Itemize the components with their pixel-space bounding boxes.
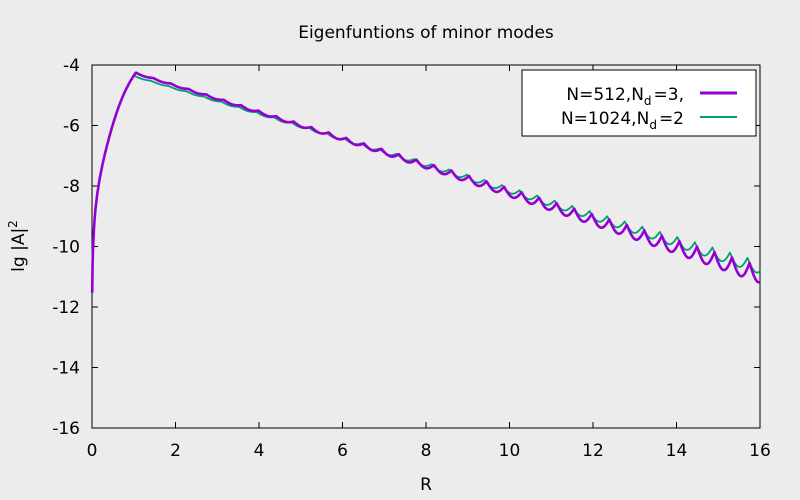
y-axis-label: lg |A|2 — [6, 220, 29, 272]
x-tick-label-4: 8 — [421, 441, 432, 461]
y-tick-label-6: -4 — [63, 56, 80, 76]
x-tick-label-1: 2 — [170, 441, 181, 461]
legend-entry-0-part-a: N=512,N — [566, 85, 644, 105]
x-tick-label-8: 16 — [749, 441, 771, 461]
x-tick-label-0: 0 — [87, 441, 98, 461]
axis-ticks — [91, 64, 761, 429]
axis-tick-labels: 0 2 4 6 8 10 12 14 16 -16 -14 -12 -10 -8 -6 -4 — [52, 56, 771, 461]
legend: N=512,Nd =3, N=1024,Nd =2 — [521, 69, 757, 137]
series-line-1 — [91, 74, 761, 293]
x-tick-label-5: 10 — [499, 441, 521, 461]
x-tick-label-3: 6 — [337, 441, 348, 461]
legend-entry-0-sub: d — [644, 94, 652, 108]
svg-text:lg |A|2: lg |A|2 — [6, 220, 29, 272]
y-tick-label-5: -6 — [63, 117, 80, 137]
y-tick-label-1: -14 — [52, 359, 80, 379]
chart-title: Eigenfuntions of minor modes — [298, 23, 554, 43]
y-tick-label-0: -16 — [52, 419, 80, 439]
x-tick-label-6: 12 — [582, 441, 604, 461]
legend-entry-1: N=1024,Nd =2 — [561, 109, 684, 132]
y-tick-label-4: -8 — [63, 177, 80, 197]
x-axis-label: R — [420, 475, 432, 495]
legend-entry-0: N=512,Nd =3, — [566, 85, 684, 108]
y-axis-label-main: lg |A| — [9, 228, 29, 272]
legend-entry-0-part-b: =3, — [654, 85, 684, 105]
x-tick-label-2: 4 — [254, 441, 265, 461]
legend-box — [521, 69, 757, 137]
y-axis-label-sup: 2 — [6, 220, 20, 228]
series-lines — [90, 71, 761, 293]
series-line-0 — [90, 71, 761, 293]
legend-entry-1-sub: d — [649, 118, 657, 132]
y-tick-label-2: -12 — [52, 298, 80, 318]
legend-entry-1-part-a: N=1024,N — [561, 109, 649, 129]
legend-entry-1-part-b: =2 — [659, 109, 684, 129]
y-tick-label-3: -10 — [52, 238, 80, 258]
x-tick-label-7: 14 — [666, 441, 688, 461]
